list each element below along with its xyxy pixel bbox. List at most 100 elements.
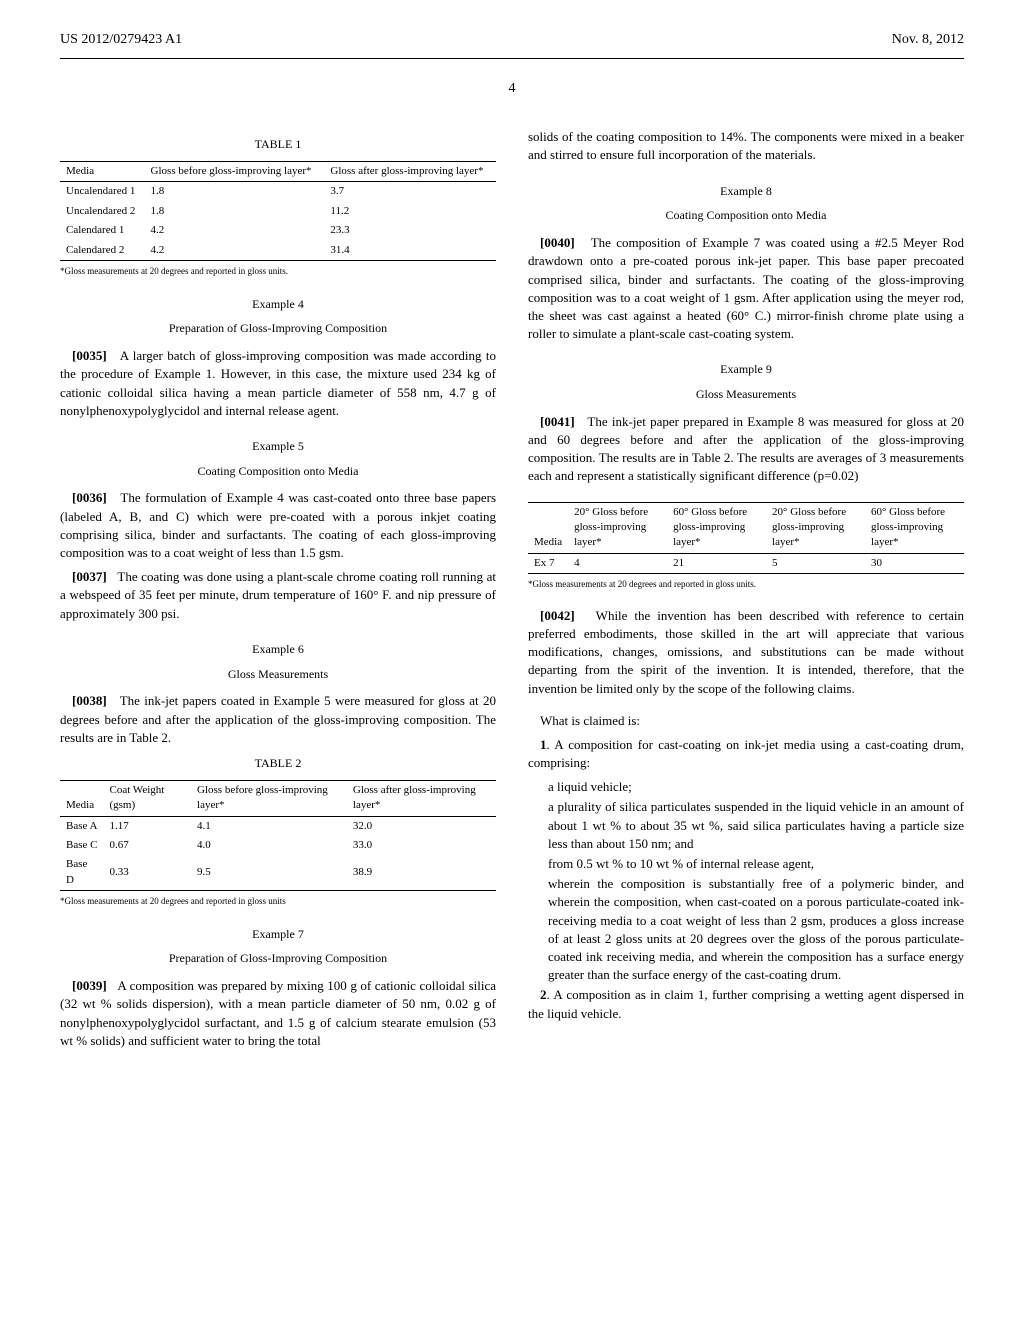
publication-date: Nov. 8, 2012 — [892, 30, 964, 50]
table1-cell: 23.3 — [324, 221, 496, 240]
table2-cell: Base A — [60, 816, 103, 836]
table1-footnote: *Gloss measurements at 20 degrees and re… — [60, 265, 496, 278]
example4-number: Example 4 — [60, 296, 496, 313]
table1: Media Gloss before gloss-improving layer… — [60, 161, 496, 261]
table2-cell: 4.1 — [191, 816, 347, 836]
para-text: The ink-jet paper prepared in Example 8 … — [528, 414, 964, 484]
para-number: [0039] — [72, 978, 107, 993]
example6-number: Example 6 — [60, 641, 496, 658]
table2-cell: 0.33 — [103, 855, 191, 890]
para-number: [0040] — [540, 235, 575, 250]
table2-cell: 4.0 — [191, 836, 347, 855]
table3-header: 60° Gloss before gloss-improving layer* — [667, 502, 766, 553]
table2-footnote: *Gloss measurements at 20 degrees and re… — [60, 895, 496, 908]
paragraph-0039: [0039] A composition was prepared by mix… — [60, 977, 496, 1050]
example5-title: Coating Composition onto Media — [60, 463, 496, 480]
table3-cell: 5 — [766, 553, 865, 573]
claim-1: 1. A composition for cast-coating on ink… — [528, 736, 964, 772]
table1-cell: Uncalendared 2 — [60, 202, 145, 221]
para-number: [0041] — [540, 414, 575, 429]
table1-header: Gloss after gloss-improving layer* — [324, 161, 496, 181]
table2-caption: TABLE 2 — [60, 755, 496, 772]
table2-cell: Base D — [60, 855, 103, 890]
table1-cell: Calendared 1 — [60, 221, 145, 240]
table1-cell: Uncalendared 1 — [60, 182, 145, 202]
header-rule — [60, 58, 964, 59]
two-column-layout: TABLE 1 Media Gloss before gloss-improvi… — [60, 128, 964, 1056]
table2-header: Gloss before gloss-improving layer* — [191, 780, 347, 816]
table3: Media 20° Gloss before gloss-improving l… — [528, 502, 964, 575]
table2: Media Coat Weight (gsm) Gloss before glo… — [60, 780, 496, 891]
claims-intro: What is claimed is: — [528, 712, 964, 730]
para-text: The formulation of Example 4 was cast-co… — [60, 490, 496, 560]
table3-cell: 30 — [865, 553, 964, 573]
paragraph-0036: [0036] The formulation of Example 4 was … — [60, 489, 496, 562]
left-column: TABLE 1 Media Gloss before gloss-improvi… — [60, 128, 496, 1056]
table3-cell: 21 — [667, 553, 766, 573]
example5-number: Example 5 — [60, 438, 496, 455]
table2-cell: 1.17 — [103, 816, 191, 836]
example9-title: Gloss Measurements — [528, 386, 964, 403]
claim-2: 2. A composition as in claim 1, further … — [528, 986, 964, 1022]
paragraph-0042: [0042] While the invention has been desc… — [528, 607, 964, 698]
table2-header: Gloss after gloss-improving layer* — [347, 780, 496, 816]
example7-number: Example 7 — [60, 926, 496, 943]
para-text: A composition was prepared by mixing 100… — [60, 978, 496, 1048]
table3-cell: 4 — [568, 553, 667, 573]
table2-cell: 33.0 — [347, 836, 496, 855]
paragraph-0040: [0040] The composition of Example 7 was … — [528, 234, 964, 343]
continuation-text: solids of the coating composition to 14%… — [528, 128, 964, 164]
right-column: solids of the coating composition to 14%… — [528, 128, 964, 1056]
table1-cell: 4.2 — [145, 221, 325, 240]
table3-header: 20° Gloss before gloss-improving layer* — [568, 502, 667, 553]
paragraph-0041: [0041] The ink-jet paper prepared in Exa… — [528, 413, 964, 486]
claim-1-sub: a plurality of silica particulates suspe… — [528, 798, 964, 853]
table3-header: 20° Gloss before gloss-improving layer* — [766, 502, 865, 553]
table2-header: Media — [60, 780, 103, 816]
table2-cell: 32.0 — [347, 816, 496, 836]
paragraph-0037: [0037] The coating was done using a plan… — [60, 568, 496, 623]
table3-header: 60° Gloss before gloss-improving layer* — [865, 502, 964, 553]
table3-header: Media — [528, 502, 568, 553]
table1-cell: 11.2 — [324, 202, 496, 221]
table2-cell: 38.9 — [347, 855, 496, 890]
table1-cell: Calendared 2 — [60, 241, 145, 261]
table2-cell: 0.67 — [103, 836, 191, 855]
claim-text: . A composition for cast-coating on ink-… — [528, 737, 964, 770]
table1-cell: 3.7 — [324, 182, 496, 202]
claim-text: . A composition as in claim 1, further c… — [528, 987, 964, 1020]
para-text: The ink-jet papers coated in Example 5 w… — [60, 693, 496, 744]
table1-header: Media — [60, 161, 145, 181]
para-number: [0035] — [72, 348, 107, 363]
para-text: While the invention has been described w… — [528, 608, 964, 696]
paragraph-0038: [0038] The ink-jet papers coated in Exam… — [60, 692, 496, 747]
table1-cell: 1.8 — [145, 202, 325, 221]
table1-cell: 31.4 — [324, 241, 496, 261]
para-number: [0037] — [72, 569, 107, 584]
paragraph-0035: [0035] A larger batch of gloss-improving… — [60, 347, 496, 420]
claim-1-sub: from 0.5 wt % to 10 wt % of internal rel… — [528, 855, 964, 873]
example7-title: Preparation of Gloss-Improving Compositi… — [60, 950, 496, 967]
patent-id: US 2012/0279423 A1 — [60, 30, 182, 50]
table2-cell: Base C — [60, 836, 103, 855]
example6-title: Gloss Measurements — [60, 666, 496, 683]
example4-title: Preparation of Gloss-Improving Compositi… — [60, 320, 496, 337]
table2-cell: 9.5 — [191, 855, 347, 890]
table1-cell: 4.2 — [145, 241, 325, 261]
table3-footnote: *Gloss measurements at 20 degrees and re… — [528, 578, 964, 591]
table2-header: Coat Weight (gsm) — [103, 780, 191, 816]
example8-number: Example 8 — [528, 183, 964, 200]
para-number: [0038] — [72, 693, 107, 708]
table1-cell: 1.8 — [145, 182, 325, 202]
example9-number: Example 9 — [528, 361, 964, 378]
claim-1-sub: wherein the composition is substantially… — [528, 875, 964, 984]
table3-cell: Ex 7 — [528, 553, 568, 573]
table1-header: Gloss before gloss-improving layer* — [145, 161, 325, 181]
para-number: [0036] — [72, 490, 107, 505]
table1-caption: TABLE 1 — [60, 136, 496, 153]
example8-title: Coating Composition onto Media — [528, 207, 964, 224]
para-text: The composition of Example 7 was coated … — [528, 235, 964, 341]
para-number: [0042] — [540, 608, 575, 623]
claim-1-sub: a liquid vehicle; — [528, 778, 964, 796]
page-header: US 2012/0279423 A1 Nov. 8, 2012 — [60, 30, 964, 50]
